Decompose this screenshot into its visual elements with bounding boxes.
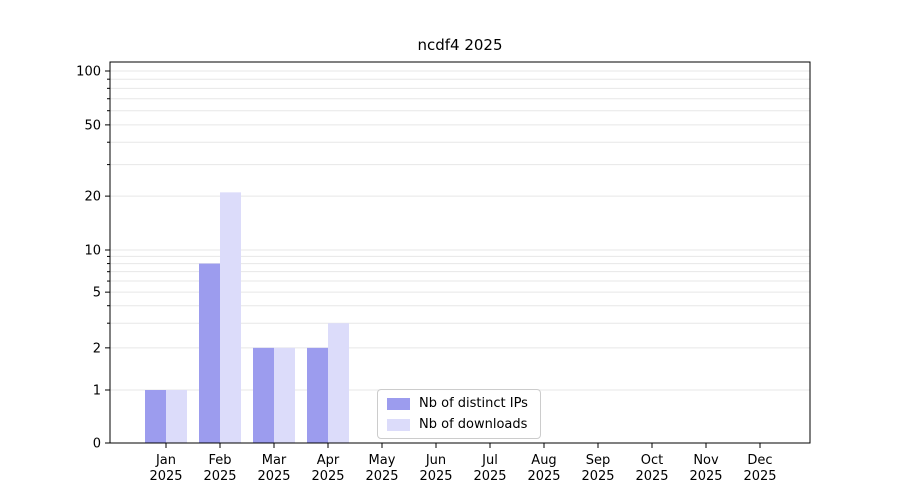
legend-swatch-distinct-ips — [387, 397, 410, 410]
x-tick-label-year-11: 2025 — [743, 469, 776, 484]
x-tick-label-year-7: 2025 — [527, 469, 560, 484]
x-tick-label-month-7: Aug — [531, 453, 556, 468]
legend-label-downloads: Nb of downloads — [419, 417, 528, 432]
legend-item-downloads: Nb of downloads — [387, 417, 528, 432]
x-tick-label-year-8: 2025 — [581, 469, 614, 484]
x-tick-label-year-6: 2025 — [473, 469, 506, 484]
plot-border — [109, 61, 811, 444]
x-tick-label-month-8: Sep — [586, 453, 611, 468]
bar-series1-month2 — [274, 347, 295, 443]
bar-series1-month1 — [220, 192, 241, 443]
x-tick-label-year-5: 2025 — [419, 469, 452, 484]
bar-series0-month1 — [199, 263, 220, 443]
x-tick-label-month-6: Jul — [481, 453, 498, 468]
x-tick-label-year-0: 2025 — [149, 469, 182, 484]
bar-series0-month0 — [145, 390, 166, 443]
bar-series0-month2 — [253, 347, 274, 443]
x-tick-label-month-11: Dec — [747, 453, 772, 468]
x-tick-label-year-4: 2025 — [365, 469, 398, 484]
x-tick-label-year-3: 2025 — [311, 469, 344, 484]
x-tick-label-year-2: 2025 — [257, 469, 290, 484]
legend-item-distinct-ips: Nb of distinct IPs — [387, 396, 528, 411]
x-tick-label-year-1: 2025 — [203, 469, 236, 484]
chart-title: ncdf4 2025 — [417, 36, 503, 54]
x-tick-label-month-3: Apr — [317, 453, 340, 468]
x-tick-label-month-1: Feb — [208, 453, 231, 468]
x-tick-label-year-10: 2025 — [689, 469, 722, 484]
x-tick-label-month-0: Jan — [155, 453, 176, 468]
legend: Nb of distinct IPs Nb of downloads — [377, 389, 541, 439]
y-tick-label-0: 0 — [93, 437, 101, 452]
bar-series1-month3 — [328, 323, 349, 443]
y-tick-label-5: 5 — [93, 286, 101, 301]
x-tick-label-month-10: Nov — [693, 453, 719, 468]
y-tick-label-2: 2 — [93, 341, 101, 356]
y-tick-label-50: 50 — [84, 118, 101, 133]
x-tick-label-month-2: Mar — [262, 453, 287, 468]
x-tick-label-month-4: May — [369, 453, 396, 468]
legend-swatch-downloads — [387, 418, 410, 431]
bar-series1-month0 — [166, 390, 187, 443]
x-tick-label-month-5: Jun — [425, 453, 446, 468]
y-tick-label-10: 10 — [84, 244, 101, 259]
y-tick-label-1: 1 — [93, 384, 101, 399]
y-tick-label-100: 100 — [76, 65, 101, 80]
x-tick-label-month-9: Oct — [641, 453, 663, 468]
legend-label-distinct-ips: Nb of distinct IPs — [419, 396, 528, 411]
bar-series0-month3 — [307, 347, 328, 443]
y-tick-label-20: 20 — [84, 190, 101, 205]
x-tick-label-year-9: 2025 — [635, 469, 668, 484]
